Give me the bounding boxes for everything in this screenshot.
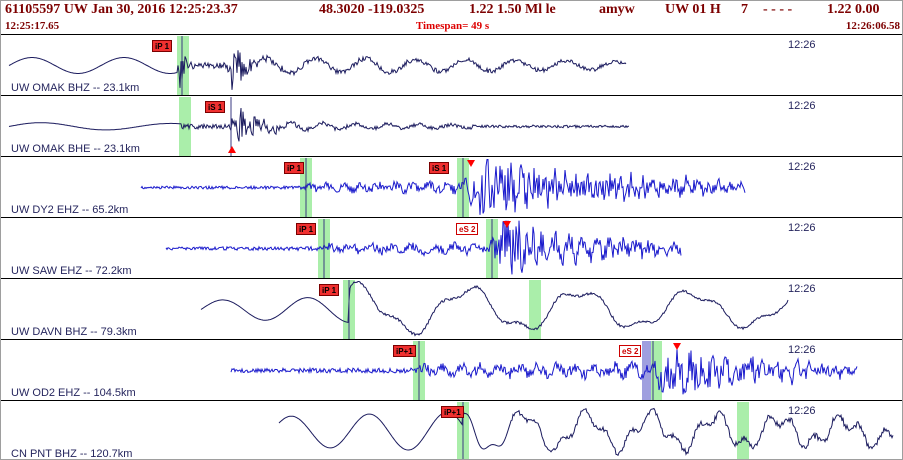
window-start-time: 12:25:17.65 (5, 20, 60, 32)
event-id-time: 61105597 UW Jan 30, 2016 12:25:23.37 (5, 2, 238, 17)
station-label: UW DAVN BHZ -- 79.3km (11, 326, 137, 338)
pick-band (651, 341, 662, 400)
trace-row[interactable]: UW OMAK BHE -- 23.1km 12:26 iS 1 (1, 95, 903, 157)
network-code: UW 01 H (665, 2, 721, 17)
trace-row[interactable]: UW DAVN BHZ -- 79.3km 12:26 iP 1 (1, 278, 903, 340)
phase-pick-flag[interactable]: iS 1 (429, 162, 450, 174)
waveform-canvas[interactable] (1, 279, 903, 340)
phase-pick-flag[interactable]: iP+1 (393, 345, 416, 357)
trace-area: UW OMAK BHZ -- 23.1km 12:26 iP 1 UW OMAK… (1, 34, 903, 460)
flags-field: - - - - (763, 2, 793, 17)
waveform-canvas[interactable] (1, 157, 903, 218)
station-label: UW SAW EHZ -- 72.2km (11, 265, 132, 277)
pick-triangle-marker (467, 160, 475, 167)
trace-time-label: 12:26 (788, 283, 816, 295)
time-header: Timespan= 49 s 12:25:17.65 12:26:06.58 (1, 19, 902, 34)
pick-band (737, 402, 749, 459)
waveform-path (8, 107, 629, 142)
waveform-path (230, 349, 858, 395)
waveform-canvas[interactable] (1, 401, 903, 460)
waveform-path (278, 407, 894, 457)
station-label: CN PNT BHZ -- 120.7km (11, 448, 133, 460)
waveform-canvas[interactable] (1, 96, 903, 157)
analyst-name: amyw (599, 2, 635, 17)
waveform-canvas[interactable] (1, 35, 903, 96)
phase-pick-flag[interactable]: iP 1 (284, 162, 305, 174)
event-header: 61105597 UW Jan 30, 2016 12:25:23.37 48.… (1, 1, 902, 19)
waveform-path (165, 220, 682, 275)
phase-pick-flag[interactable]: eS 2 (619, 345, 642, 357)
pick-band (529, 280, 541, 339)
trace-time-label: 12:26 (788, 405, 816, 417)
waveform-path (140, 159, 746, 215)
trace-time-label: 12:26 (788, 100, 816, 112)
station-count: 7 (741, 2, 748, 17)
pick-triangle-marker (228, 146, 236, 153)
waveform-canvas[interactable] (1, 218, 903, 279)
trace-row[interactable]: CN PNT BHZ -- 120.7km 12:26 iP+1 (1, 400, 903, 460)
trace-time-label: 12:26 (788, 39, 816, 51)
trace-row[interactable]: UW OMAK BHZ -- 23.1km 12:26 iP 1 (1, 34, 903, 96)
station-label: UW DY2 EHZ -- 65.2km (11, 204, 129, 216)
event-magnitude: 1.22 1.50 Ml le (469, 2, 556, 17)
phase-pick-flag[interactable]: eS 2 (456, 223, 479, 235)
waveform-path (8, 50, 627, 90)
waveform-path (200, 281, 789, 337)
trace-time-label: 12:26 (788, 344, 816, 356)
timespan-label: Timespan= 49 s (415, 20, 490, 32)
trace-row[interactable]: UW OD2 EHZ -- 104.5km 12:26 iP+1 eS 2 (1, 339, 903, 401)
phase-pick-flag[interactable]: iP 1 (319, 284, 340, 296)
waveform-canvas[interactable] (1, 340, 903, 401)
trace-row[interactable]: UW SAW EHZ -- 72.2km 12:26 iP 1 eS 2 (1, 217, 903, 279)
station-label: UW OD2 EHZ -- 104.5km (11, 387, 136, 399)
phase-pick-flag[interactable]: iP+1 (441, 406, 464, 418)
trace-time-label: 12:26 (788, 222, 816, 234)
event-coordinates: 48.3020 -119.0325 (319, 2, 425, 17)
phase-pick-flag[interactable]: iP 1 (152, 40, 173, 52)
residual-values: 1.22 0.00 (827, 2, 880, 17)
window-end-time: 12:26:06.58 (845, 20, 900, 32)
phase-pick-flag[interactable]: iP 1 (296, 223, 317, 235)
pick-triangle-marker (503, 221, 511, 228)
station-label: UW OMAK BHZ -- 23.1km (11, 82, 140, 94)
phase-pick-flag[interactable]: iS 1 (205, 101, 226, 113)
station-label: UW OMAK BHE -- 23.1km (11, 143, 140, 155)
trace-time-label: 12:26 (788, 161, 816, 173)
pick-triangle-marker (673, 343, 681, 350)
trace-row[interactable]: UW DY2 EHZ -- 65.2km 12:26 iP 1 iS 1 (1, 156, 903, 218)
